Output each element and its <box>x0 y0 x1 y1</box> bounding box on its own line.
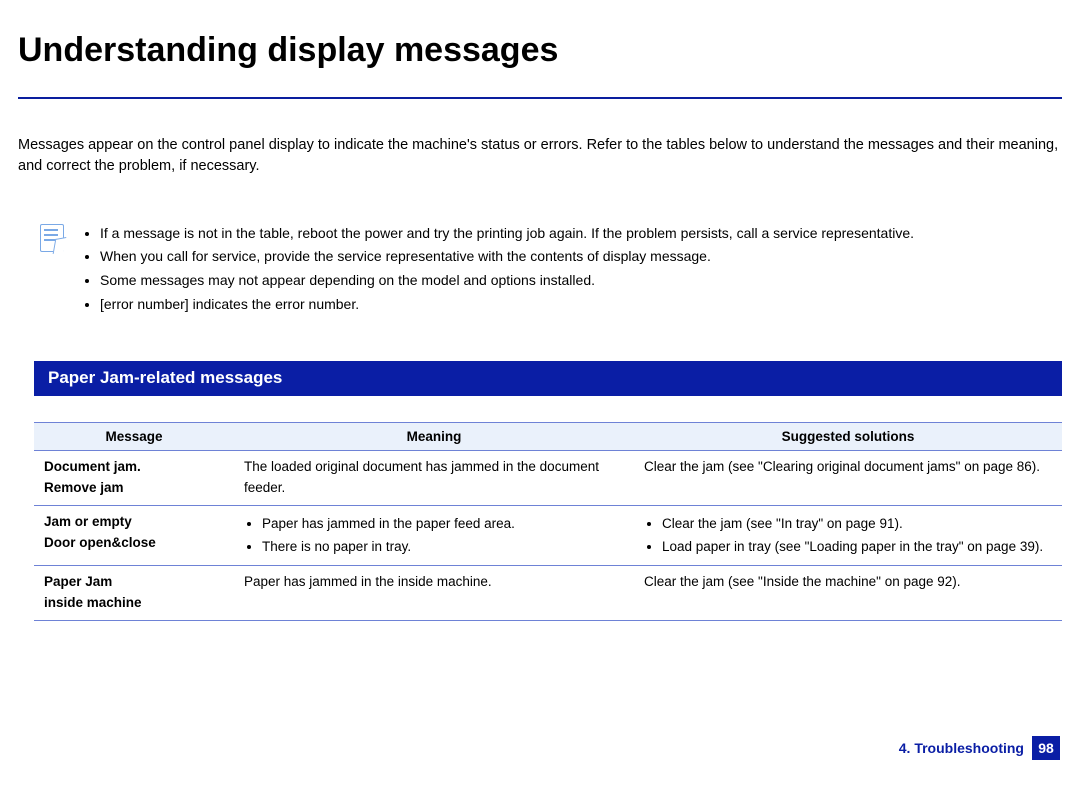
footer-chapter-label: 4. Troubleshooting <box>899 740 1024 756</box>
note-item: When you call for service, provide the s… <box>100 245 914 269</box>
note-block: If a message is not in the table, reboot… <box>0 192 1080 317</box>
message-line: Jam or empty <box>44 512 224 533</box>
table-row: Jam or empty Door open&close Paper has j… <box>34 505 1062 566</box>
note-item: If a message is not in the table, reboot… <box>100 222 914 246</box>
cell-message: Jam or empty Door open&close <box>34 505 234 566</box>
message-line: Paper Jam <box>44 572 224 593</box>
message-line: Remove jam <box>44 478 224 499</box>
list-item: Load paper in tray (see "Loading paper i… <box>662 537 1052 558</box>
section-heading: Paper Jam-related messages <box>34 361 1062 396</box>
intro-paragraph: Messages appear on the control panel dis… <box>0 113 1080 177</box>
message-line: Door open&close <box>44 533 224 554</box>
cell-solution: Clear the jam (see "Clearing original do… <box>634 450 1062 505</box>
col-meaning: Meaning <box>234 422 634 450</box>
page-title: Understanding display messages <box>0 23 1080 74</box>
footer-page-number: 98 <box>1032 736 1060 760</box>
cell-meaning: The loaded original document has jammed … <box>234 450 634 505</box>
messages-table: Message Meaning Suggested solutions Docu… <box>34 422 1062 622</box>
note-list: If a message is not in the table, reboot… <box>82 222 914 317</box>
cell-solution: Clear the jam (see "In tray" on page 91)… <box>634 505 1062 566</box>
list-item: Clear the jam (see "In tray" on page 91)… <box>662 514 1052 535</box>
table-row: Paper Jam inside machine Paper has jamme… <box>34 566 1062 621</box>
note-item: [error number] indicates the error numbe… <box>100 293 914 317</box>
title-rule <box>18 97 1062 99</box>
message-line: inside machine <box>44 593 224 614</box>
list-item: Paper has jammed in the paper feed area. <box>262 514 624 535</box>
col-solution: Suggested solutions <box>634 422 1062 450</box>
cell-meaning: Paper has jammed in the inside machine. <box>234 566 634 621</box>
table-header-row: Message Meaning Suggested solutions <box>34 422 1062 450</box>
note-item: Some messages may not appear depending o… <box>100 269 914 293</box>
col-message: Message <box>34 422 234 450</box>
page-footer: 4. Troubleshooting 98 <box>899 736 1060 760</box>
solution-list: Clear the jam (see "In tray" on page 91)… <box>644 514 1052 558</box>
cell-message: Document jam. Remove jam <box>34 450 234 505</box>
meaning-list: Paper has jammed in the paper feed area.… <box>244 514 624 558</box>
cell-message: Paper Jam inside machine <box>34 566 234 621</box>
cell-solution: Clear the jam (see "Inside the machine" … <box>634 566 1062 621</box>
message-line: Document jam. <box>44 457 224 478</box>
table-row: Document jam. Remove jam The loaded orig… <box>34 450 1062 505</box>
cell-meaning: Paper has jammed in the paper feed area.… <box>234 505 634 566</box>
list-item: There is no paper in tray. <box>262 537 624 558</box>
note-paper-icon <box>40 224 64 252</box>
